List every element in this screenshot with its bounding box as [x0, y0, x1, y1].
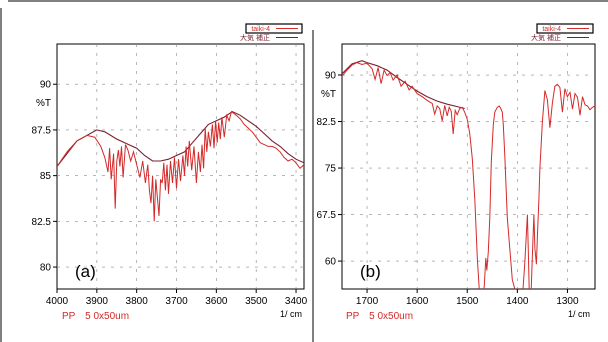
y-tick-label: 60 — [325, 257, 337, 268]
legend-label: 大気 補正 — [240, 33, 270, 42]
series-line-spectrum — [57, 110, 304, 222]
sample-label: PP 5 0x50um — [62, 311, 129, 322]
x-tick-label: 1300 — [556, 296, 579, 307]
y-tick-label: 80 — [40, 263, 52, 274]
y-axis-label: %T — [36, 98, 51, 109]
series-line-corrected — [57, 110, 304, 167]
x-tick-label: 1700 — [356, 296, 379, 307]
y-tick-label: 90 — [325, 71, 337, 82]
x-tick-label: 3500 — [245, 296, 268, 307]
x-tick-label: 3600 — [205, 296, 228, 307]
panel-a: 4000 3900 3800 3700 3600 3500 3400 80 82.5 85 87.5… — [32, 23, 308, 322]
x-tick-label: 1600 — [406, 296, 429, 307]
series-line-corrected — [342, 60, 465, 110]
y-tick-label: 75 — [325, 164, 337, 175]
x-tick-label: 3900 — [86, 296, 109, 307]
x-tick-label: 3700 — [165, 296, 188, 307]
legend-label: 大気 補正 — [531, 33, 561, 42]
legend-box — [245, 23, 303, 34]
y-tick-label: 85 — [40, 171, 52, 182]
y-tick-label: 67.5 — [317, 210, 337, 221]
panel-b: 1700 1600 1500 1400 1300 60 67.5 75 82.5 90 %T 1/ c… — [317, 23, 596, 322]
x-axis-label: 1/ cm — [280, 309, 302, 319]
x-tick-label: 3400 — [285, 296, 308, 307]
panel-label: (a) — [75, 262, 96, 281]
y-tick-label: 82.5 — [317, 117, 337, 128]
x-tick-label: 1500 — [456, 296, 479, 307]
plot-frame — [56, 43, 305, 290]
legend-box — [536, 23, 594, 34]
x-tick-label: 4000 — [46, 296, 69, 307]
x-tick-label: 3800 — [126, 296, 149, 307]
legend-label: taiki-4 — [542, 26, 561, 33]
series-line-spectrum — [342, 62, 595, 289]
legend-label: taiki-4 — [251, 26, 270, 33]
y-tick-label: 90 — [40, 80, 52, 91]
sample-label: PP 5 0x50um — [346, 311, 413, 322]
y-tick-label: 87.5 — [32, 125, 52, 136]
x-tick-label: 1400 — [506, 296, 529, 307]
y-axis-label: %T — [321, 89, 336, 100]
y-tick-label: 82.5 — [32, 217, 52, 228]
x-axis-label: 1/ cm — [568, 309, 590, 319]
plot-frame — [341, 43, 596, 290]
panel-label: (b) — [360, 262, 381, 281]
